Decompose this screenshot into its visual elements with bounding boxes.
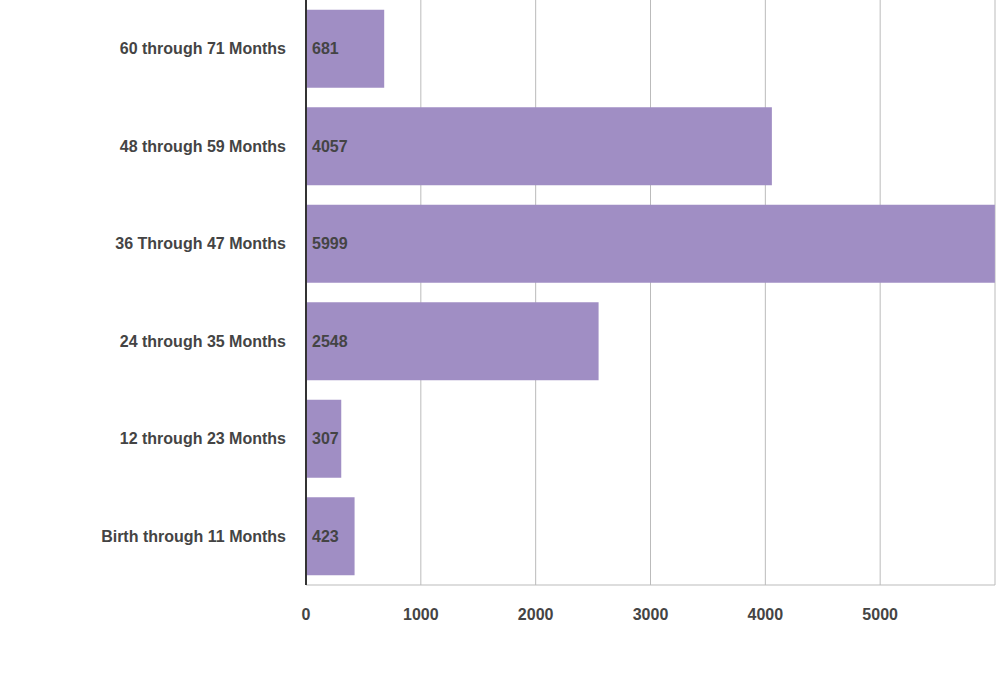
svg-text:5999: 5999 [312, 235, 348, 252]
svg-text:307: 307 [312, 430, 339, 447]
svg-text:423: 423 [312, 528, 339, 545]
svg-text:60 through 71 Months: 60 through 71 Months [120, 40, 286, 57]
svg-text:0: 0 [302, 606, 311, 623]
svg-text:4000: 4000 [748, 606, 784, 623]
svg-text:1000: 1000 [403, 606, 439, 623]
svg-text:24 through 35 Months: 24 through 35 Months [120, 333, 286, 350]
svg-text:2000: 2000 [518, 606, 554, 623]
svg-text:36 Through 47 Months: 36 Through 47 Months [115, 235, 286, 252]
svg-text:12 through 23 Months: 12 through 23 Months [120, 430, 286, 447]
svg-text:5000: 5000 [862, 606, 898, 623]
svg-text:4057: 4057 [312, 138, 348, 155]
svg-text:3000: 3000 [633, 606, 669, 623]
svg-text:Birth through 11 Months: Birth through 11 Months [101, 528, 286, 545]
svg-text:48 through 59 Months: 48 through 59 Months [120, 138, 286, 155]
svg-text:681: 681 [312, 40, 339, 57]
svg-text:2548: 2548 [312, 333, 348, 350]
